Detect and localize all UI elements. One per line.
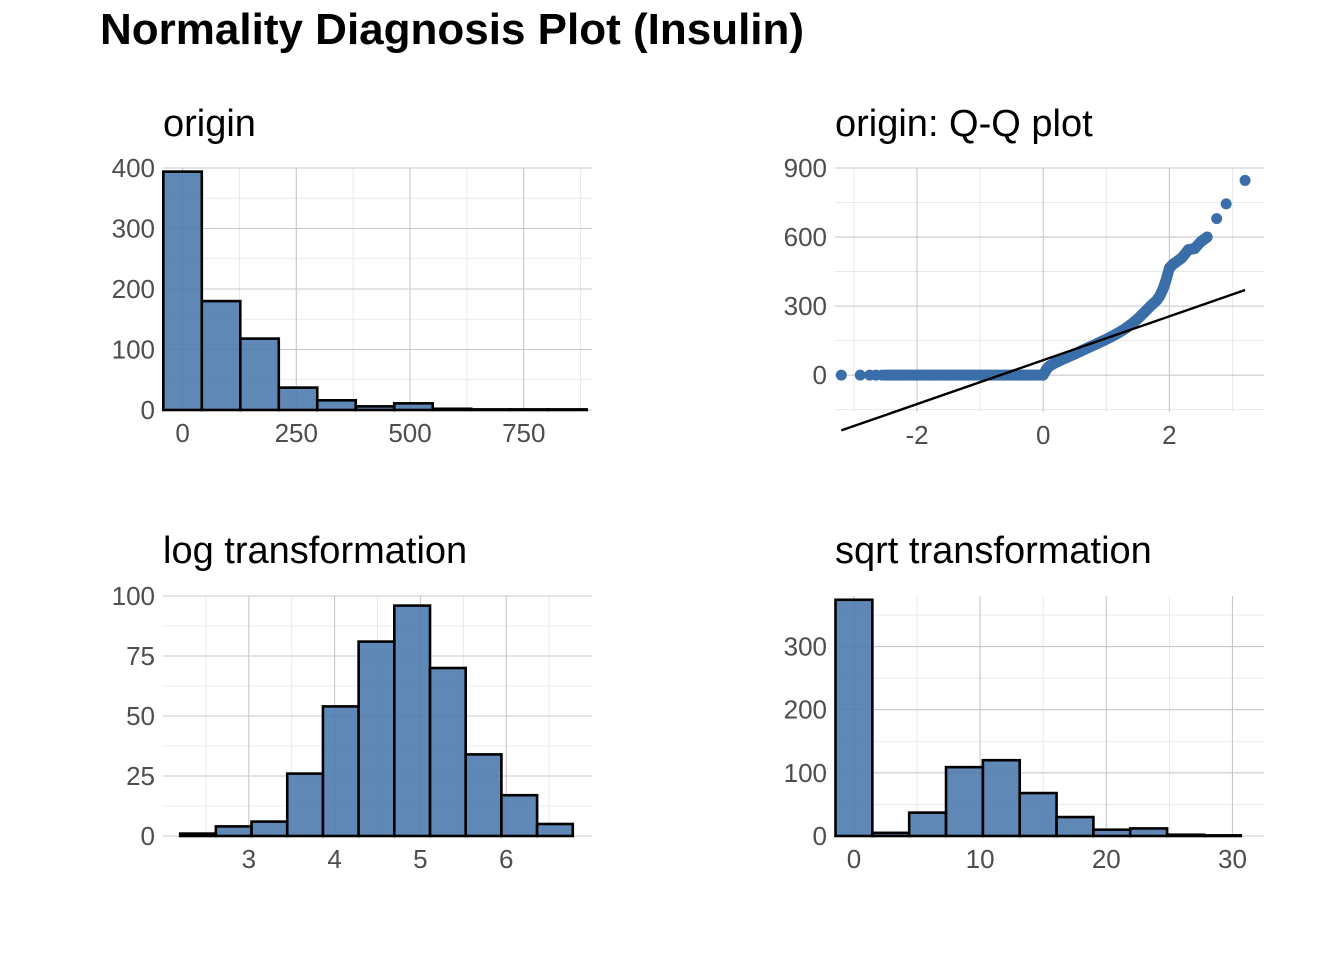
qq-point [1239,174,1251,186]
histogram-bar [238,337,281,412]
x-tick-label: 750 [502,418,545,448]
histogram-bar [431,407,473,412]
qq-point [1220,198,1232,210]
qq-point [876,369,888,381]
x-tick-label: -2 [905,420,928,450]
histogram-bar [1128,827,1169,838]
histogram-bar [277,386,319,412]
panel-origin-histogram: origin 0 250 500 750 0 100 200 300 400 [112,103,592,448]
histogram-bar [469,408,512,412]
histogram-bar [1092,828,1132,838]
y-tick-label: 100 [112,581,155,611]
histogram-bar [162,170,204,412]
histogram-bar [907,811,948,838]
y-tick-label: 300 [784,291,827,321]
x-tick-label: 30 [1218,844,1247,874]
histogram-bar [200,299,242,412]
histogram-bar [250,820,289,838]
histogram-bar [393,604,432,838]
histogram-bar [392,402,435,412]
panel-title: origin: Q-Q plot [835,103,1093,145]
histogram-bar [1202,834,1243,838]
panel-title: sqrt transformation [835,530,1152,572]
x-tick-label: 0 [847,844,861,874]
x-tick-label: 0 [175,418,189,448]
y-tick-label: 600 [784,222,827,252]
qq-reference-line [840,288,1246,432]
histogram-bar [1055,815,1095,838]
panel-qq-plot: origin: Q-Q plot -2 0 2 0 300 600 900 [784,103,1264,450]
y-tick-label: 0 [141,821,155,851]
histogram-bar [981,758,1022,838]
histogram-bar [357,640,396,838]
y-tick-label: 0 [813,821,827,851]
y-tick-label: 400 [112,153,155,183]
y-tick-label: 50 [126,701,155,731]
histogram-bar [944,765,985,838]
y-tick-label: 100 [112,335,155,365]
y-tick-label: 0 [813,360,827,390]
y-tick-label: 200 [112,274,155,304]
histogram-bar [464,753,503,838]
y-tick-label: 300 [112,214,155,244]
x-tick-label: 0 [1036,420,1050,450]
x-tick-label: 4 [327,844,341,874]
y-tick-label: 200 [784,695,827,725]
y-tick-label: 300 [784,632,827,662]
panel-title: log transformation [163,530,467,572]
histogram-bar [214,825,253,838]
x-tick-label: 20 [1092,844,1121,874]
histogram-bar [321,705,360,838]
x-tick-label: 3 [242,844,256,874]
x-tick-label: 2 [1162,420,1176,450]
x-tick-label: 5 [413,844,427,874]
x-tick-label: 10 [966,844,995,874]
x-tick-label: 500 [388,418,431,448]
histogram-bar [535,822,575,838]
histogram-bar [834,598,874,838]
y-tick-label: 0 [141,395,155,425]
y-tick-label: 25 [126,761,155,791]
panel-log-histogram: log transformation 3 4 5 6 0 25 50 75 100 [112,530,592,874]
histogram-bar [546,408,588,412]
histogram-bar [315,399,358,412]
histogram-bar [285,772,325,838]
y-tick-label: 900 [784,153,827,183]
histogram-bar [1018,791,1058,838]
qq-point [1201,231,1213,243]
histogram-bar [500,793,539,838]
qq-point [835,369,847,381]
panel-title: origin [163,103,256,145]
x-tick-label: 250 [275,418,318,448]
qq-point [854,369,866,381]
histogram-bar [428,666,468,838]
histogram-bar [1165,833,1206,838]
histogram-bar [354,405,396,412]
main-title: Normality Diagnosis Plot (Insulin) [100,5,804,54]
x-tick-label: 6 [499,844,513,874]
y-tick-label: 75 [126,641,155,671]
histogram-bar [508,408,550,412]
histogram-bar [178,832,218,838]
histogram-bar [871,831,911,838]
qq-point [1211,213,1223,225]
y-tick-label: 100 [784,758,827,788]
